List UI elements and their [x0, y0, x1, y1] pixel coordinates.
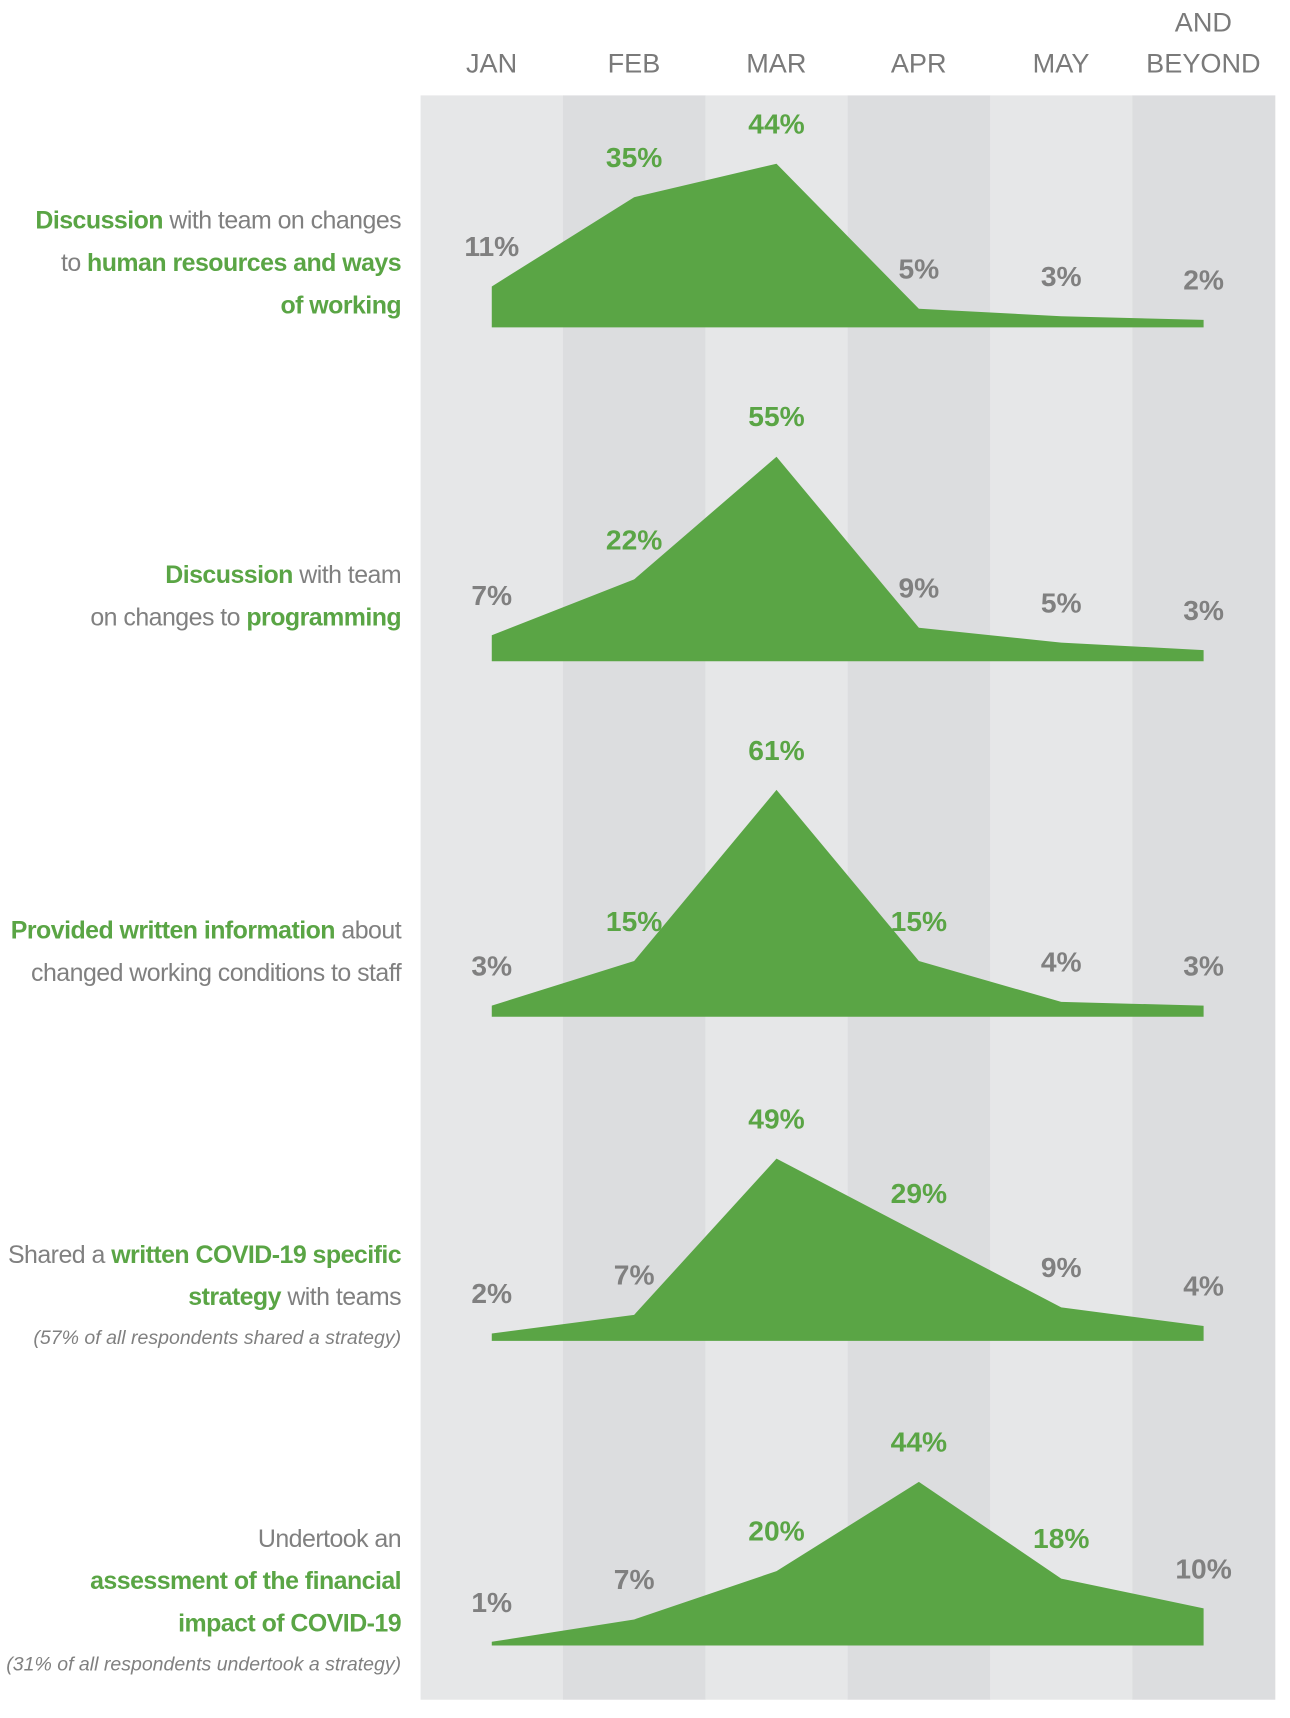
row-label: Shared a written COVID-19 specific strate… — [7, 1234, 402, 1319]
value-label: 7% — [613, 1563, 655, 1596]
value-label: 7% — [471, 578, 513, 612]
row-label-part: Undertook an — [257, 1523, 402, 1552]
value-label: 3% — [471, 949, 513, 982]
row-label: Undertook an assessment of the financial i… — [90, 1517, 402, 1644]
value-label: 61% — [748, 733, 805, 767]
row-label-part: changed working conditions to staff — [31, 958, 402, 987]
row-note: (57% of all respondents shared a strateg… — [33, 1326, 402, 1349]
row-label-line: to human resources and ways — [35, 241, 402, 283]
row-label-line: Shared a written COVID-19 specific — [7, 1234, 402, 1276]
value-label: 35% — [605, 140, 663, 174]
row-label: Provided written information about change… — [10, 909, 402, 994]
value-label: 9% — [1040, 1251, 1082, 1284]
value-label: 44% — [890, 1425, 948, 1459]
value-label: 10% — [1175, 1551, 1232, 1585]
value-label: 15% — [605, 904, 663, 938]
area — [491, 1158, 1204, 1341]
column-label: MAR — [746, 48, 807, 80]
value-label: 1% — [471, 1585, 513, 1618]
row-label-line: strategy with teams — [8, 1276, 401, 1318]
value-label: 49% — [748, 1102, 805, 1135]
row-label-part: with team — [292, 560, 402, 589]
value-label: 5% — [898, 252, 940, 285]
value-label: 4% — [1040, 945, 1082, 979]
column-band — [420, 95, 564, 1700]
row-label-part: written COVID-19 specific — [111, 1240, 402, 1269]
column-band — [847, 95, 991, 1700]
value-label: 9% — [898, 571, 940, 604]
area — [491, 456, 1204, 662]
value-label: 55% — [748, 400, 805, 433]
row-label-line: on changes to programming — [90, 596, 401, 638]
value-label: 3% — [1183, 593, 1224, 627]
row-label: Discussion with team on changes to progra… — [90, 554, 401, 639]
value-label: 2% — [1183, 263, 1224, 297]
row-label-part: about — [335, 915, 402, 945]
row-label-part: Discussion — [35, 205, 163, 234]
value-label: 4% — [1183, 1269, 1224, 1303]
column-band — [990, 95, 1133, 1700]
row-label-line: Undertook an — [90, 1517, 402, 1559]
area — [491, 163, 1204, 328]
row-label-part: to — [60, 247, 88, 276]
area — [491, 1481, 1204, 1646]
column-label: JAN — [465, 48, 518, 80]
value-label: 3% — [1040, 259, 1082, 293]
row-label: Discussion with team on changes to human … — [35, 199, 401, 326]
row-label-part: of working — [280, 289, 402, 319]
row-label-part: with teams — [280, 1282, 402, 1311]
row-label-part: impact of COVID-19 — [178, 1608, 402, 1637]
column-label: FEB — [607, 48, 661, 80]
column-band — [1132, 95, 1276, 1700]
row-label-line: impact of COVID-19 — [90, 1602, 402, 1644]
value-label: 29% — [890, 1176, 948, 1210]
value-label: 5% — [1040, 586, 1082, 619]
value-label: 20% — [748, 1514, 805, 1548]
row-label-part: human resources and ways — [87, 247, 402, 276]
column-label: APR — [890, 48, 947, 80]
value-label: 15% — [890, 904, 948, 938]
column-label: MAY — [1032, 48, 1090, 80]
value-label: 22% — [605, 523, 663, 556]
row-label-part: assessment of the financial — [90, 1565, 402, 1595]
row-label-part: with team on changes — [162, 205, 402, 234]
column-band — [562, 95, 706, 1700]
row-label-line: of working — [35, 283, 401, 325]
column-label: JUNE AND BEYOND — [1146, 7, 1261, 80]
row-label-part: on changes to — [90, 602, 247, 631]
row-label-part: strategy — [188, 1282, 281, 1311]
row-label-part: Shared a — [7, 1240, 112, 1269]
area — [491, 789, 1204, 1017]
row-label-part: programming — [246, 602, 402, 631]
row-label-line: Discussion with team on changes — [35, 199, 401, 241]
value-label: 11% — [464, 230, 520, 263]
row-label-line: assessment of the financial — [90, 1559, 402, 1601]
value-label: 3% — [1183, 949, 1224, 982]
row-label-line: changed working conditions to staff — [11, 952, 402, 994]
row-label-part: Discussion — [165, 560, 293, 589]
value-label: 18% — [1033, 1522, 1090, 1555]
row-label-line: Discussion with team — [90, 554, 401, 596]
row-label-line: Provided written information about — [10, 909, 402, 951]
value-label: 2% — [471, 1277, 513, 1310]
row-label-part: Provided written information — [10, 915, 336, 945]
row-note: (31% of all respondents undertook a stra… — [6, 1652, 402, 1675]
value-label: 44% — [748, 107, 805, 140]
value-label: 7% — [613, 1258, 655, 1292]
